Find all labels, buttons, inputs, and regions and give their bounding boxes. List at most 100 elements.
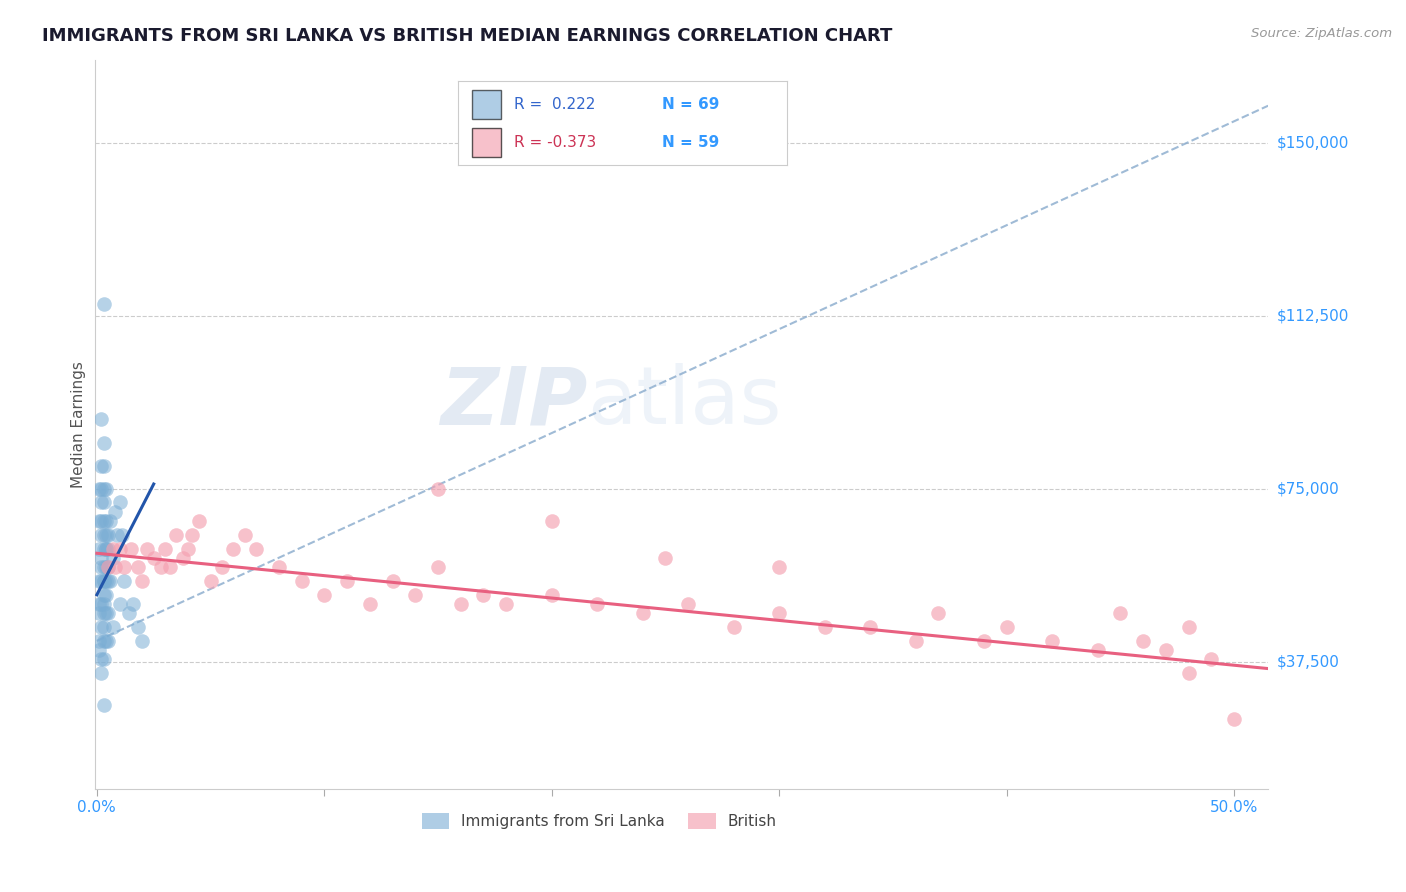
Point — [118, 606, 141, 620]
Point — [142, 550, 165, 565]
Point — [631, 606, 654, 620]
Point — [93, 435, 115, 450]
Point — [127, 620, 149, 634]
Point — [768, 606, 790, 620]
Point — [104, 560, 127, 574]
Point — [135, 541, 157, 556]
Point — [112, 574, 135, 588]
Point — [1154, 643, 1177, 657]
Point — [105, 528, 128, 542]
Point — [93, 633, 115, 648]
Point — [1087, 643, 1109, 657]
Point — [90, 560, 112, 574]
Point — [94, 633, 117, 648]
Point — [120, 541, 142, 556]
Point — [108, 597, 131, 611]
Point — [90, 620, 112, 634]
Point — [94, 606, 117, 620]
Point — [1132, 633, 1154, 648]
Point — [93, 574, 115, 588]
Point — [93, 297, 115, 311]
Point — [814, 620, 837, 634]
Point — [90, 574, 112, 588]
Point — [101, 620, 124, 634]
Point — [108, 495, 131, 509]
Point — [112, 560, 135, 574]
Point — [995, 620, 1018, 634]
Point — [359, 597, 381, 611]
Point — [314, 588, 336, 602]
Point — [94, 541, 117, 556]
Point — [94, 514, 117, 528]
Point — [654, 550, 676, 565]
Point — [93, 541, 115, 556]
Point — [87, 574, 110, 588]
Point — [1109, 606, 1132, 620]
Point — [90, 412, 112, 426]
Point — [87, 541, 110, 556]
Point — [93, 560, 115, 574]
Point — [122, 597, 145, 611]
Point — [94, 528, 117, 542]
Point — [427, 482, 450, 496]
Point — [768, 560, 790, 574]
Point — [90, 495, 112, 509]
Point — [100, 514, 122, 528]
Point — [131, 574, 153, 588]
Point — [153, 541, 176, 556]
Text: Source: ZipAtlas.com: Source: ZipAtlas.com — [1251, 27, 1392, 40]
Point — [93, 588, 115, 602]
Point — [104, 505, 127, 519]
Point — [127, 560, 149, 574]
Point — [97, 541, 120, 556]
Text: IMMIGRANTS FROM SRI LANKA VS BRITISH MEDIAN EARNINGS CORRELATION CHART: IMMIGRANTS FROM SRI LANKA VS BRITISH MED… — [42, 27, 893, 45]
Point — [222, 541, 245, 556]
Point — [97, 574, 120, 588]
Point — [172, 550, 194, 565]
Point — [101, 541, 124, 556]
Point — [233, 528, 256, 542]
Point — [973, 633, 995, 648]
Point — [336, 574, 359, 588]
Point — [97, 633, 120, 648]
Text: $37,500: $37,500 — [1277, 654, 1340, 669]
Point — [450, 597, 472, 611]
Legend: Immigrants from Sri Lanka, British: Immigrants from Sri Lanka, British — [416, 807, 783, 836]
Point — [90, 666, 112, 681]
Point — [200, 574, 222, 588]
Point — [94, 588, 117, 602]
Point — [149, 560, 172, 574]
Point — [93, 698, 115, 713]
Point — [87, 633, 110, 648]
Point — [93, 495, 115, 509]
Point — [87, 643, 110, 657]
Point — [540, 588, 562, 602]
Point — [90, 482, 112, 496]
Point — [87, 482, 110, 496]
Point — [93, 620, 115, 634]
Point — [723, 620, 745, 634]
Point — [87, 514, 110, 528]
Point — [94, 541, 117, 556]
Point — [1199, 652, 1222, 666]
Point — [245, 541, 267, 556]
Point — [472, 588, 495, 602]
Point — [93, 652, 115, 666]
Point — [211, 560, 233, 574]
Point — [927, 606, 949, 620]
Point — [101, 550, 124, 565]
Point — [267, 560, 290, 574]
Point — [93, 482, 115, 496]
Point — [1177, 620, 1199, 634]
Point — [87, 606, 110, 620]
Point — [290, 574, 312, 588]
Point — [1177, 666, 1199, 681]
Point — [381, 574, 404, 588]
Text: $112,500: $112,500 — [1277, 308, 1348, 323]
Point — [97, 606, 120, 620]
Text: ZIP: ZIP — [440, 363, 588, 442]
Point — [859, 620, 882, 634]
Text: atlas: atlas — [588, 363, 782, 442]
Point — [94, 560, 117, 574]
Point — [90, 550, 112, 565]
